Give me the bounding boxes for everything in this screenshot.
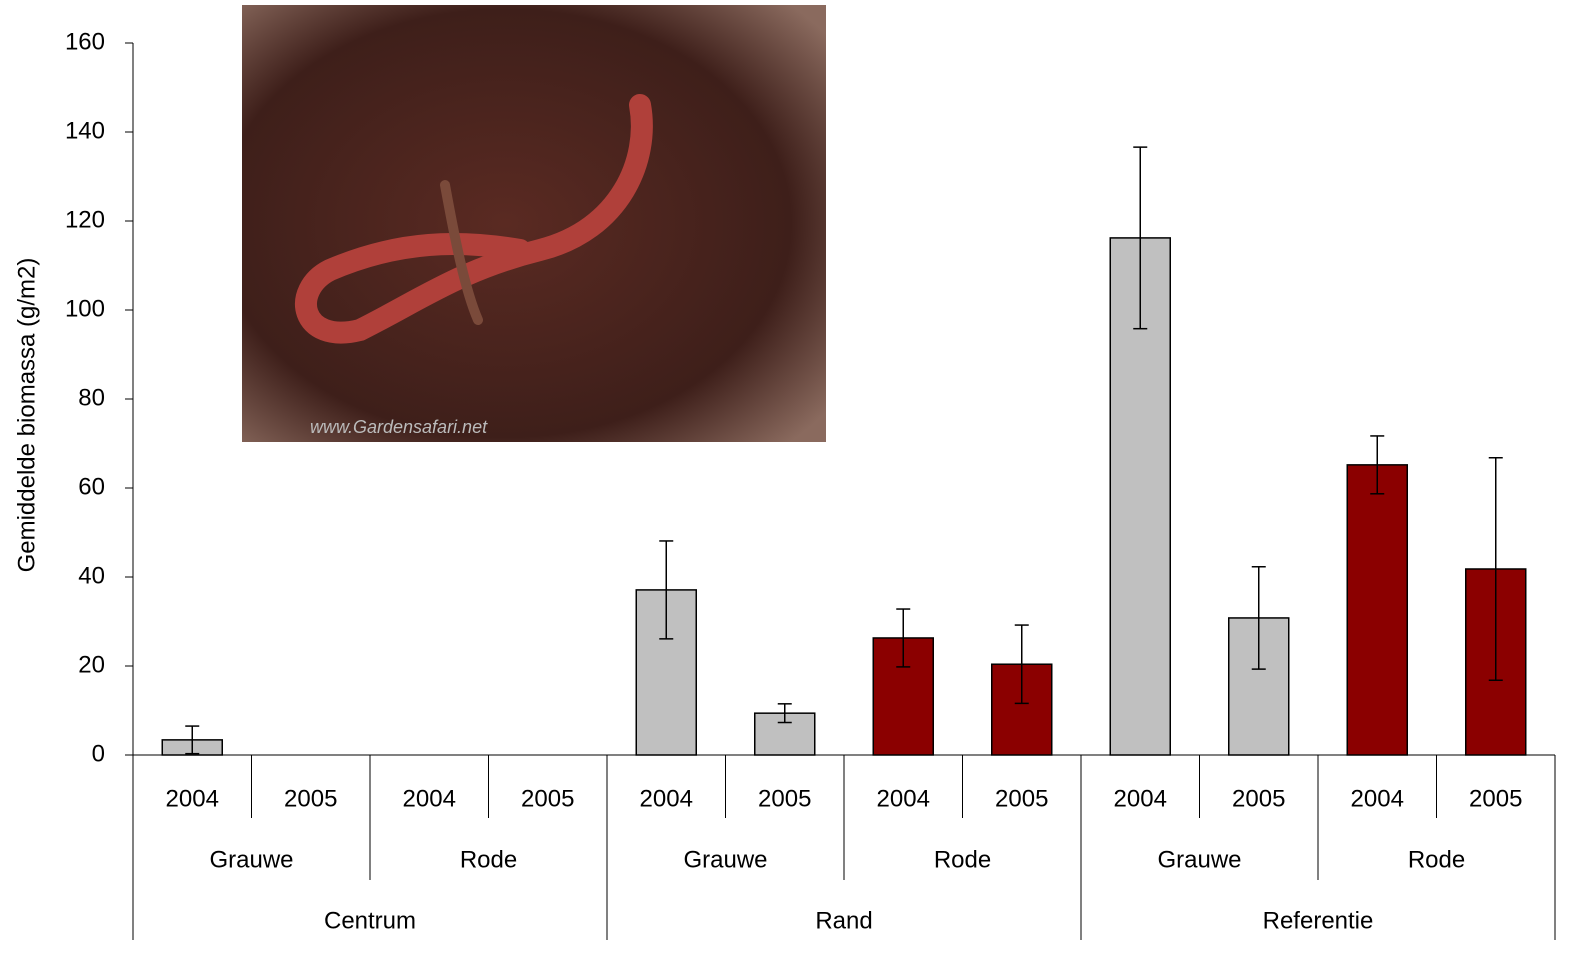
x-tick-label: 2004 [403, 785, 456, 812]
x-tick-label: 2004 [1351, 785, 1404, 812]
x-tick-label: 2004 [877, 785, 930, 812]
x-tick-label: 2004 [640, 785, 693, 812]
x-tick-label: 2005 [284, 785, 337, 812]
x-tick-label: 2005 [995, 785, 1048, 812]
group-label: Rode [934, 846, 991, 873]
group-label: Grauwe [1157, 846, 1241, 873]
y-axis-title: Gemiddelde biomassa (g/m2) [13, 258, 40, 573]
group-label: Grauwe [683, 846, 767, 873]
x-tick-label: 2004 [166, 785, 219, 812]
group-label: Rode [460, 846, 517, 873]
site-label: Referentie [1263, 907, 1374, 934]
y-tick-label: 60 [78, 473, 105, 500]
y-tick-label: 140 [65, 117, 105, 144]
y-tick-label: 0 [92, 740, 105, 767]
group-label: Rode [1408, 846, 1465, 873]
y-tick-label: 40 [78, 562, 105, 589]
y-tick-label: 100 [65, 295, 105, 322]
y-tick-label: 160 [65, 28, 105, 55]
bar [1346, 464, 1408, 756]
y-tick-label: 80 [78, 384, 105, 411]
y-tick-label: 20 [78, 651, 105, 678]
x-tick-label: 2005 [1232, 785, 1285, 812]
site-label: Centrum [324, 907, 416, 934]
site-label: Rand [815, 907, 872, 934]
x-tick-label: 2005 [521, 785, 574, 812]
photo-watermark: www.Gardensafari.net [310, 417, 488, 437]
photo: www.Gardensafari.net [242, 5, 826, 442]
group-label: Grauwe [209, 846, 293, 873]
y-tick-label: 120 [65, 206, 105, 233]
x-tick-label: 2004 [1114, 785, 1167, 812]
x-tick-label: 2005 [758, 785, 811, 812]
x-tick-label: 2005 [1469, 785, 1522, 812]
